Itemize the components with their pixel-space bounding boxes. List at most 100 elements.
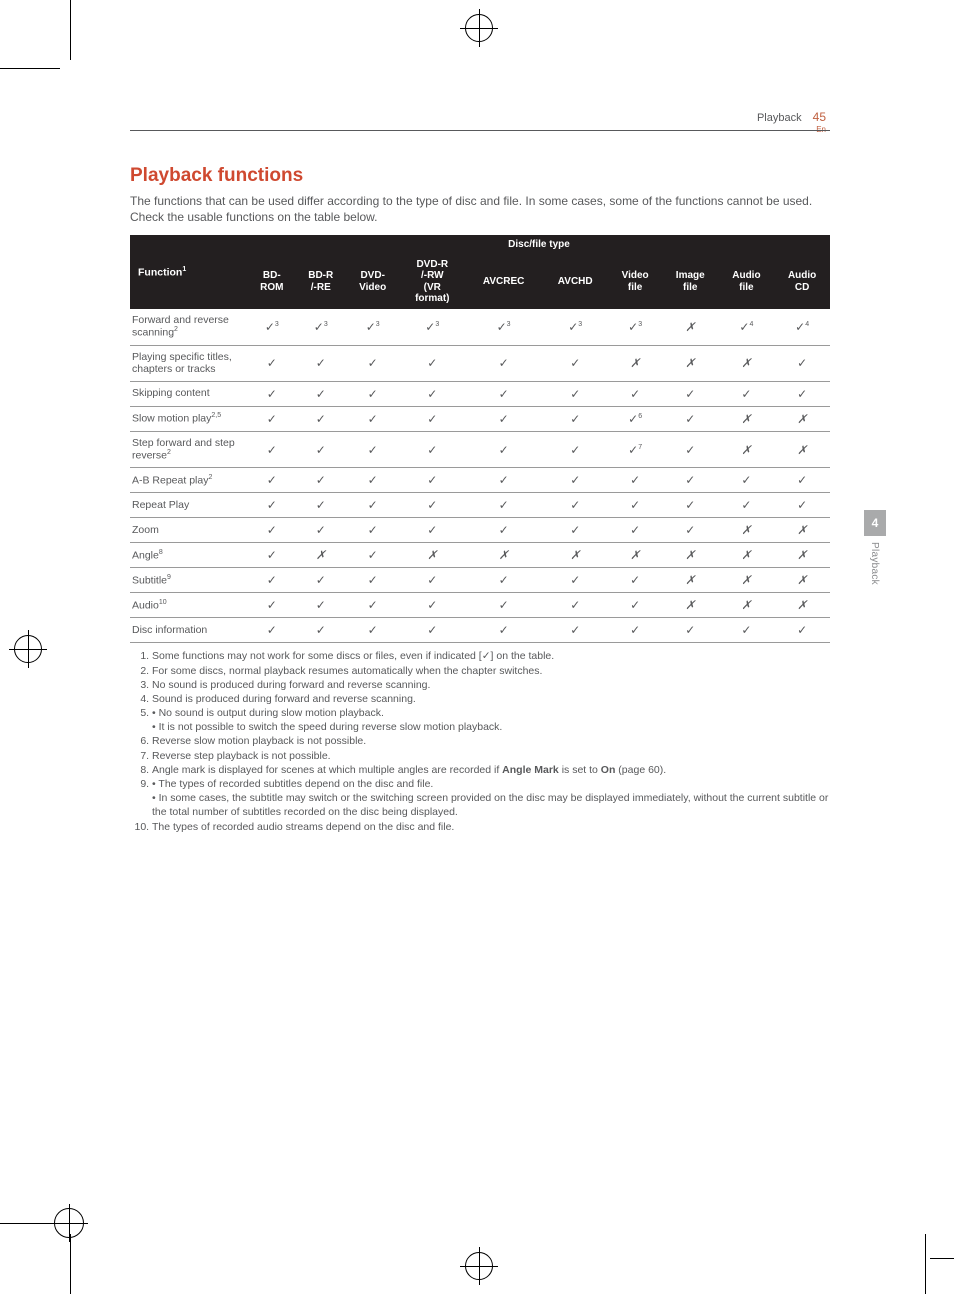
check-cell: 3 — [346, 309, 400, 345]
check-cell — [719, 493, 775, 518]
col-header: Videofile — [608, 255, 662, 309]
cross-cell — [774, 518, 830, 543]
col-header: AVCREC — [465, 255, 542, 309]
col-header: Imagefile — [662, 255, 719, 309]
col-header: AVCHD — [542, 255, 608, 309]
check-cell — [346, 518, 400, 543]
table-row: Zoom — [130, 518, 830, 543]
cross-cell — [465, 543, 542, 568]
cross-cell — [542, 543, 608, 568]
cross-cell — [719, 406, 775, 431]
check-cell — [296, 345, 346, 381]
crop-mark — [925, 1234, 926, 1294]
check-cell — [399, 493, 465, 518]
check-cell — [399, 618, 465, 643]
cross-cell — [719, 345, 775, 381]
cross-cell — [719, 543, 775, 568]
cross-cell — [662, 309, 719, 345]
check-cell: 3 — [399, 309, 465, 345]
fn-header: Function1 — [130, 235, 248, 309]
footnotes: Some functions may not work for some dis… — [130, 649, 830, 833]
footnote: Reverse slow motion playback is not poss… — [152, 734, 830, 748]
registration-mark — [465, 14, 493, 42]
table-row: Angle8 — [130, 543, 830, 568]
check-cell — [296, 568, 346, 593]
check-cell — [465, 518, 542, 543]
check-cell — [248, 468, 296, 493]
check-cell — [774, 618, 830, 643]
check-cell — [346, 618, 400, 643]
check-cell — [662, 406, 719, 431]
col-header: DVD-Video — [346, 255, 400, 309]
function-name: Skipping content — [130, 381, 248, 406]
check-cell — [608, 468, 662, 493]
chapter-label: Playback — [864, 536, 885, 585]
check-cell — [296, 593, 346, 618]
footnote: • The types of recorded subtitles depend… — [152, 777, 830, 820]
fn-header-sup: 1 — [182, 266, 186, 273]
check-cell — [296, 406, 346, 431]
function-name: Disc information — [130, 618, 248, 643]
page-title: Playback functions — [130, 165, 830, 187]
check-cell — [774, 381, 830, 406]
cross-cell — [296, 543, 346, 568]
section-label: Playback — [757, 112, 802, 124]
col-header: BD-ROM — [248, 255, 296, 309]
function-name: Repeat Play — [130, 493, 248, 518]
cross-cell — [662, 543, 719, 568]
function-name: Playing specific titles, chapters or tra… — [130, 345, 248, 381]
check-cell — [248, 618, 296, 643]
check-cell — [465, 381, 542, 406]
check-cell — [346, 431, 400, 468]
check-cell — [346, 568, 400, 593]
check-cell — [608, 493, 662, 518]
table-row: Step forward and step reverse27 — [130, 431, 830, 468]
table-row: Forward and reverse scanning2333333344 — [130, 309, 830, 345]
check-cell: 7 — [608, 431, 662, 468]
check-cell — [248, 406, 296, 431]
check-cell — [346, 381, 400, 406]
check-cell — [465, 618, 542, 643]
check-cell: 3 — [296, 309, 346, 345]
cross-cell — [774, 543, 830, 568]
footnote: No sound is produced during forward and … — [152, 678, 830, 692]
cross-cell — [774, 593, 830, 618]
check-cell — [248, 568, 296, 593]
cross-cell — [662, 568, 719, 593]
crop-mark — [0, 68, 60, 69]
crop-mark — [930, 1258, 954, 1259]
footnote: For some discs, normal playback resumes … — [152, 664, 830, 678]
crop-mark — [14, 1194, 94, 1274]
check-cell — [465, 593, 542, 618]
cross-cell — [399, 543, 465, 568]
cross-cell — [662, 345, 719, 381]
check-cell — [465, 345, 542, 381]
cross-cell — [719, 568, 775, 593]
check-cell: 3 — [248, 309, 296, 345]
check-cell — [608, 518, 662, 543]
function-name: Forward and reverse scanning2 — [130, 309, 248, 345]
function-name: Audio10 — [130, 593, 248, 618]
check-cell — [465, 468, 542, 493]
check-cell — [346, 543, 400, 568]
check-cell — [608, 568, 662, 593]
check-cell — [662, 468, 719, 493]
side-tab: 4 Playback — [864, 510, 886, 585]
check-cell — [465, 431, 542, 468]
check-cell — [719, 618, 775, 643]
check-cell — [774, 345, 830, 381]
check-cell — [542, 618, 608, 643]
cross-cell — [608, 543, 662, 568]
check-cell — [296, 493, 346, 518]
check-cell — [399, 381, 465, 406]
check-cell — [399, 431, 465, 468]
cross-cell — [774, 568, 830, 593]
check-cell — [542, 431, 608, 468]
check-cell — [719, 381, 775, 406]
function-name: Slow motion play2,5 — [130, 406, 248, 431]
crop-mark — [70, 0, 71, 60]
check-cell — [719, 468, 775, 493]
cross-cell — [719, 431, 775, 468]
cross-cell — [608, 345, 662, 381]
page-number: 45 — [813, 110, 826, 124]
